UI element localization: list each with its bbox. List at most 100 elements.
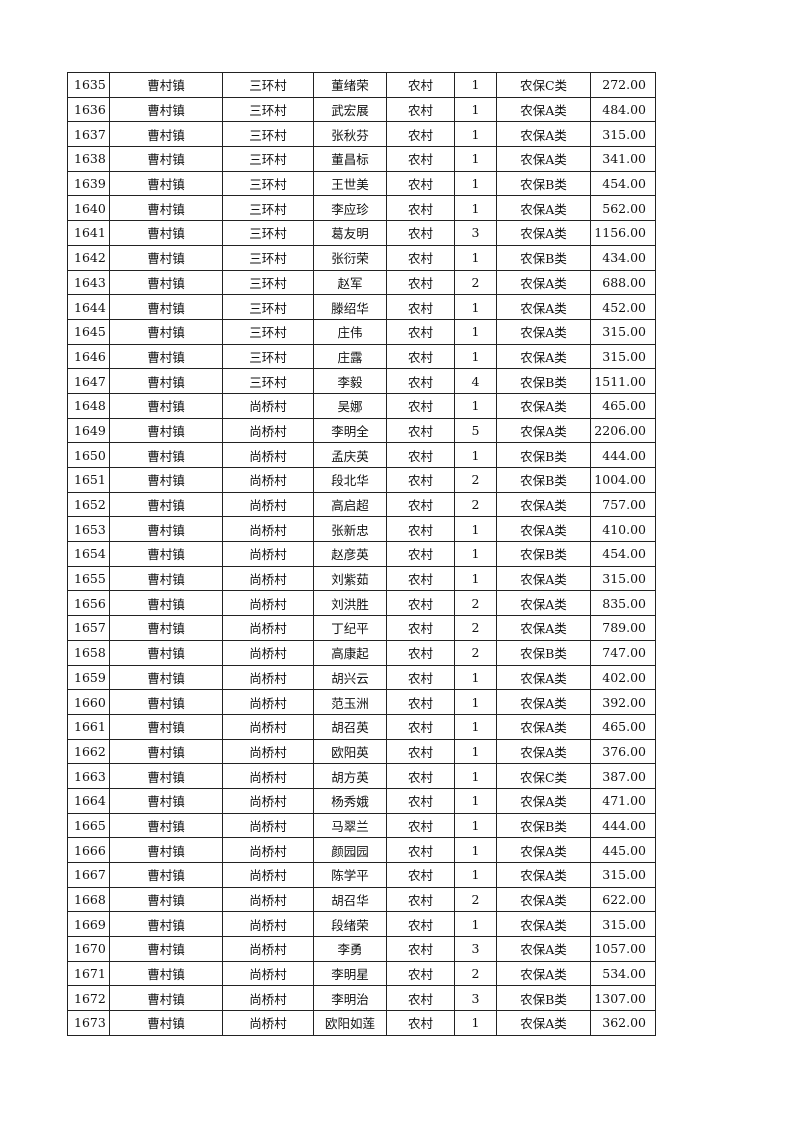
member-count-cell: 1	[454, 812, 497, 839]
member-count-cell: 2	[454, 886, 497, 913]
town-cell: 曹村镇	[109, 343, 223, 370]
household-type-cell: 农村	[386, 516, 455, 543]
row-id-cell: 1652	[67, 491, 110, 518]
insurance-category-cell: 农保A类	[496, 1010, 591, 1036]
person-name-cell: 段绪荣	[313, 911, 387, 938]
town-cell: 曹村镇	[109, 170, 223, 197]
town-cell: 曹村镇	[109, 1010, 223, 1036]
member-count-cell: 1	[454, 244, 497, 271]
member-count-cell: 2	[454, 269, 497, 296]
table-row: 1648 曹村镇 尚桥村 吴娜 农村 1 农保A类 465.00	[67, 392, 656, 419]
town-cell: 曹村镇	[109, 516, 223, 543]
table-row: 1669 曹村镇 尚桥村 段绪荣 农村 1 农保A类 315.00	[67, 911, 656, 938]
amount-cell: 1307.00	[590, 985, 656, 1012]
person-name-cell: 王世美	[313, 170, 387, 197]
amount-cell: 376.00	[590, 738, 656, 765]
member-count-cell: 2	[454, 960, 497, 987]
town-cell: 曹村镇	[109, 763, 223, 789]
insurance-category-cell: 农保A类	[496, 936, 591, 962]
insurance-category-cell: 农保A类	[496, 392, 591, 419]
town-cell: 曹村镇	[109, 294, 223, 320]
table-row: 1656 曹村镇 尚桥村 刘洪胜 农村 2 农保A类 835.00	[67, 590, 656, 617]
village-cell: 三环村	[222, 368, 314, 394]
row-id-cell: 1654	[67, 541, 110, 567]
village-cell: 尚桥村	[222, 491, 314, 518]
person-name-cell: 武宏展	[313, 96, 387, 123]
insurance-category-cell: 农保A类	[496, 689, 591, 715]
member-count-cell: 3	[454, 985, 497, 1012]
insurance-category-cell: 农保A类	[496, 269, 591, 296]
household-type-cell: 农村	[386, 96, 455, 123]
insurance-category-cell: 农保A类	[496, 911, 591, 938]
town-cell: 曹村镇	[109, 615, 223, 641]
household-type-cell: 农村	[386, 269, 455, 296]
amount-cell: 362.00	[590, 1010, 656, 1036]
town-cell: 曹村镇	[109, 565, 223, 592]
household-type-cell: 农村	[386, 368, 455, 394]
village-cell: 三环村	[222, 170, 314, 197]
person-name-cell: 赵彦英	[313, 541, 387, 567]
town-cell: 曹村镇	[109, 368, 223, 394]
town-cell: 曹村镇	[109, 244, 223, 271]
insurance-category-cell: 农保A类	[496, 565, 591, 592]
village-cell: 尚桥村	[222, 442, 314, 468]
insurance-category-cell: 农保B类	[496, 541, 591, 567]
household-type-cell: 农村	[386, 862, 455, 888]
insurance-category-cell: 农保A类	[496, 220, 591, 246]
member-count-cell: 1	[454, 738, 497, 765]
row-id-cell: 1653	[67, 516, 110, 543]
insurance-category-cell: 农保B类	[496, 244, 591, 271]
town-cell: 曹村镇	[109, 195, 223, 222]
amount-cell: 387.00	[590, 763, 656, 789]
household-type-cell: 农村	[386, 615, 455, 641]
household-type-cell: 农村	[386, 195, 455, 222]
member-count-cell: 1	[454, 787, 497, 814]
table-row: 1666 曹村镇 尚桥村 颜园园 农村 1 农保A类 445.00	[67, 837, 656, 863]
amount-cell: 534.00	[590, 960, 656, 987]
household-type-cell: 农村	[386, 787, 455, 814]
member-count-cell: 1	[454, 837, 497, 863]
village-cell: 尚桥村	[222, 713, 314, 740]
person-name-cell: 高康起	[313, 639, 387, 666]
person-name-cell: 张衍荣	[313, 244, 387, 271]
table-row: 1668 曹村镇 尚桥村 胡召华 农村 2 农保A类 622.00	[67, 886, 656, 913]
person-name-cell: 马翠兰	[313, 812, 387, 839]
person-name-cell: 张秋芬	[313, 121, 387, 148]
person-name-cell: 董绪荣	[313, 72, 387, 98]
table-row: 1664 曹村镇 尚桥村 杨秀娥 农村 1 农保A类 471.00	[67, 787, 656, 814]
member-count-cell: 1	[454, 442, 497, 468]
person-name-cell: 葛友明	[313, 220, 387, 246]
row-id-cell: 1648	[67, 392, 110, 419]
table-row: 1652 曹村镇 尚桥村 高启超 农村 2 农保A类 757.00	[67, 491, 656, 518]
table-row: 1651 曹村镇 尚桥村 段北华 农村 2 农保B类 1004.00	[67, 467, 656, 493]
row-id-cell: 1635	[67, 72, 110, 98]
amount-cell: 835.00	[590, 590, 656, 617]
row-id-cell: 1646	[67, 343, 110, 370]
village-cell: 三环村	[222, 72, 314, 98]
village-cell: 尚桥村	[222, 911, 314, 938]
insurance-category-cell: 农保A类	[496, 886, 591, 913]
household-type-cell: 农村	[386, 442, 455, 468]
household-type-cell: 农村	[386, 886, 455, 913]
amount-cell: 747.00	[590, 639, 656, 666]
person-name-cell: 吴娜	[313, 392, 387, 419]
village-cell: 三环村	[222, 318, 314, 345]
table-row: 1635 曹村镇 三环村 董绪荣 农村 1 农保C类 272.00	[67, 72, 656, 98]
row-id-cell: 1644	[67, 294, 110, 320]
town-cell: 曹村镇	[109, 738, 223, 765]
person-name-cell: 张新忠	[313, 516, 387, 543]
insurance-category-cell: 农保A类	[496, 195, 591, 222]
village-cell: 尚桥村	[222, 738, 314, 765]
insurance-category-cell: 农保A类	[496, 664, 591, 691]
village-cell: 三环村	[222, 96, 314, 123]
town-cell: 曹村镇	[109, 269, 223, 296]
household-type-cell: 农村	[386, 985, 455, 1012]
village-cell: 尚桥村	[222, 787, 314, 814]
household-type-cell: 农村	[386, 318, 455, 345]
row-id-cell: 1645	[67, 318, 110, 345]
member-count-cell: 3	[454, 936, 497, 962]
person-name-cell: 欧阳英	[313, 738, 387, 765]
row-id-cell: 1639	[67, 170, 110, 197]
town-cell: 曹村镇	[109, 541, 223, 567]
insurance-category-cell: 农保A类	[496, 491, 591, 518]
